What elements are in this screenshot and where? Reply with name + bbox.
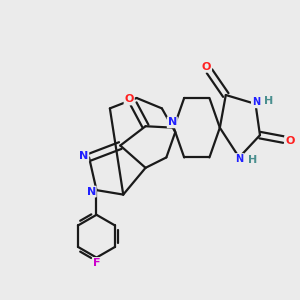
Text: N: N <box>252 98 260 107</box>
Text: H: H <box>264 96 274 106</box>
Text: N: N <box>86 187 96 196</box>
Text: N: N <box>168 117 177 128</box>
Text: N: N <box>79 151 88 161</box>
Text: O: O <box>202 62 211 72</box>
Text: N: N <box>236 154 244 164</box>
Text: H: H <box>248 155 257 165</box>
Text: F: F <box>93 258 100 268</box>
Text: O: O <box>124 94 134 104</box>
Text: O: O <box>285 136 294 146</box>
